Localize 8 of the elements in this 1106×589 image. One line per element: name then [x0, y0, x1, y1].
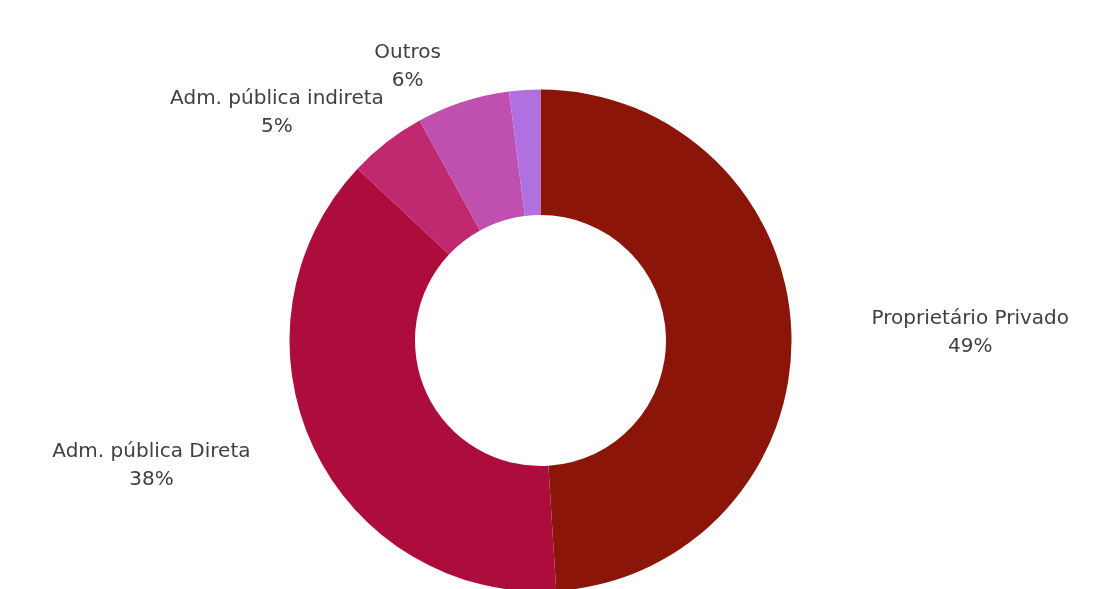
data-label: 49% [948, 333, 993, 358]
slice-label: Proprietário Privado [871, 305, 1070, 330]
data-label: 5% [261, 113, 293, 138]
slice-label: Adm. pública indireta [170, 85, 384, 110]
slice-label: Adm. pública Direta [52, 437, 251, 462]
data-label: 6% [391, 66, 424, 91]
data-label: 38% [129, 465, 174, 490]
slice-label: Outros [374, 38, 441, 63]
